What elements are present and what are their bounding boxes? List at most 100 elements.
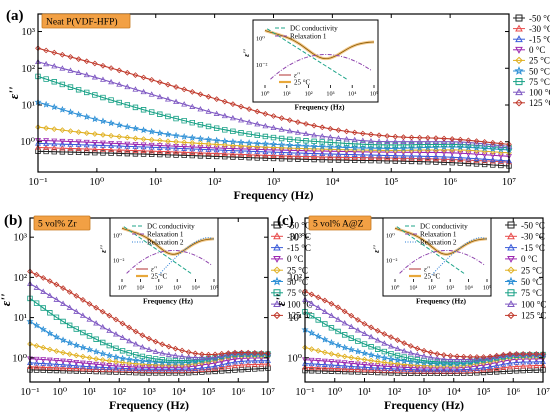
data-point (113, 358, 119, 365)
data-point (132, 364, 139, 371)
inset-x-tick-label: 10³ (446, 285, 454, 292)
data-point (376, 142, 382, 148)
data-point (192, 350, 199, 357)
data-point (132, 367, 139, 373)
data-point (172, 345, 179, 352)
data-point (132, 135, 139, 142)
data-point (140, 88, 147, 95)
legend: -50 °C-30 °C-15 °C0 °C25 °C50 °C75 °C100… (505, 220, 546, 321)
data-point (394, 352, 401, 359)
legend-marker (506, 276, 516, 286)
data-point (434, 359, 440, 365)
series-line-1 (30, 367, 269, 374)
data-point (381, 331, 388, 337)
legend-entry: 125 °C (287, 311, 312, 321)
data-point (302, 367, 308, 374)
legend-entry: -15 °C (521, 243, 545, 253)
data-point (75, 149, 82, 156)
data-point (197, 121, 204, 128)
data-point (355, 317, 361, 323)
data-point (148, 148, 155, 154)
data-point (434, 351, 441, 357)
data-point (407, 349, 414, 356)
data-point (465, 139, 472, 145)
legend-marker (515, 88, 523, 96)
legend-entry: 25 °C (521, 266, 542, 276)
data-point (361, 330, 368, 336)
series-markers-8 (302, 296, 546, 362)
data-point (394, 337, 401, 343)
data-point (493, 362, 500, 368)
data-point (480, 364, 487, 371)
data-point (238, 361, 245, 368)
data-point (58, 105, 66, 113)
data-point (432, 150, 439, 156)
inset-legend-entry: Relaxation 2 (420, 239, 457, 247)
data-point (401, 365, 408, 371)
data-point (99, 142, 106, 148)
data-point (75, 129, 82, 135)
legend-marker (273, 256, 281, 263)
data-point (489, 153, 496, 159)
data-point (140, 74, 147, 81)
data-point (156, 137, 163, 144)
data-point (99, 323, 106, 330)
legend-marker (273, 289, 281, 297)
data-point (222, 127, 228, 133)
series-line-8 (304, 299, 543, 361)
data-point (262, 111, 269, 117)
data-point (107, 119, 115, 127)
data-point (481, 156, 488, 162)
data-point (131, 124, 139, 132)
data-point (335, 154, 342, 160)
data-point (246, 148, 253, 154)
data-point (124, 83, 131, 90)
data-point (115, 121, 123, 129)
data-point (73, 308, 80, 314)
data-point (197, 146, 204, 152)
data-point (416, 138, 423, 144)
data-point (148, 91, 155, 97)
data-point (286, 127, 293, 134)
data-point (140, 136, 147, 142)
data-point (262, 148, 269, 155)
inset-relax2-line (158, 237, 215, 276)
x-tick-label: 10⁴ (325, 177, 340, 188)
data-point (205, 141, 212, 147)
data-point (80, 353, 86, 360)
data-point (341, 365, 348, 372)
data-point (93, 356, 99, 362)
data-point (327, 139, 334, 146)
data-point (335, 352, 341, 359)
data-point (421, 368, 427, 374)
data-point (205, 123, 212, 130)
legend-marker (515, 46, 523, 54)
data-point (100, 339, 106, 346)
data-point (116, 141, 123, 147)
data-point (359, 154, 366, 160)
legend-marker (507, 232, 515, 240)
data-point (254, 148, 261, 154)
data-point (132, 72, 139, 78)
data-point (368, 333, 375, 340)
data-point (140, 107, 147, 113)
data-point (145, 357, 153, 365)
data-point (270, 155, 277, 162)
data-point (126, 367, 133, 373)
data-point (374, 364, 381, 371)
data-point (321, 335, 329, 343)
data-point (322, 368, 328, 374)
legend: -50 °C-30 °C-15 °C0 °C25 °C50 °C75 °C100… (271, 220, 312, 321)
x-tick-label: 10⁶ (443, 177, 458, 188)
data-point (487, 353, 493, 360)
inset-x-tick-label: 10¹ (136, 285, 144, 292)
data-point (140, 142, 147, 148)
data-point (33, 367, 40, 373)
data-point (480, 354, 487, 360)
data-point (91, 115, 99, 123)
data-point (449, 154, 456, 160)
data-point (205, 93, 212, 100)
data-point (108, 78, 115, 85)
data-point (221, 147, 228, 153)
legend: -50 °C-30 °C-15 °C0 °C25 °C50 °C75 °C100… (513, 13, 550, 108)
